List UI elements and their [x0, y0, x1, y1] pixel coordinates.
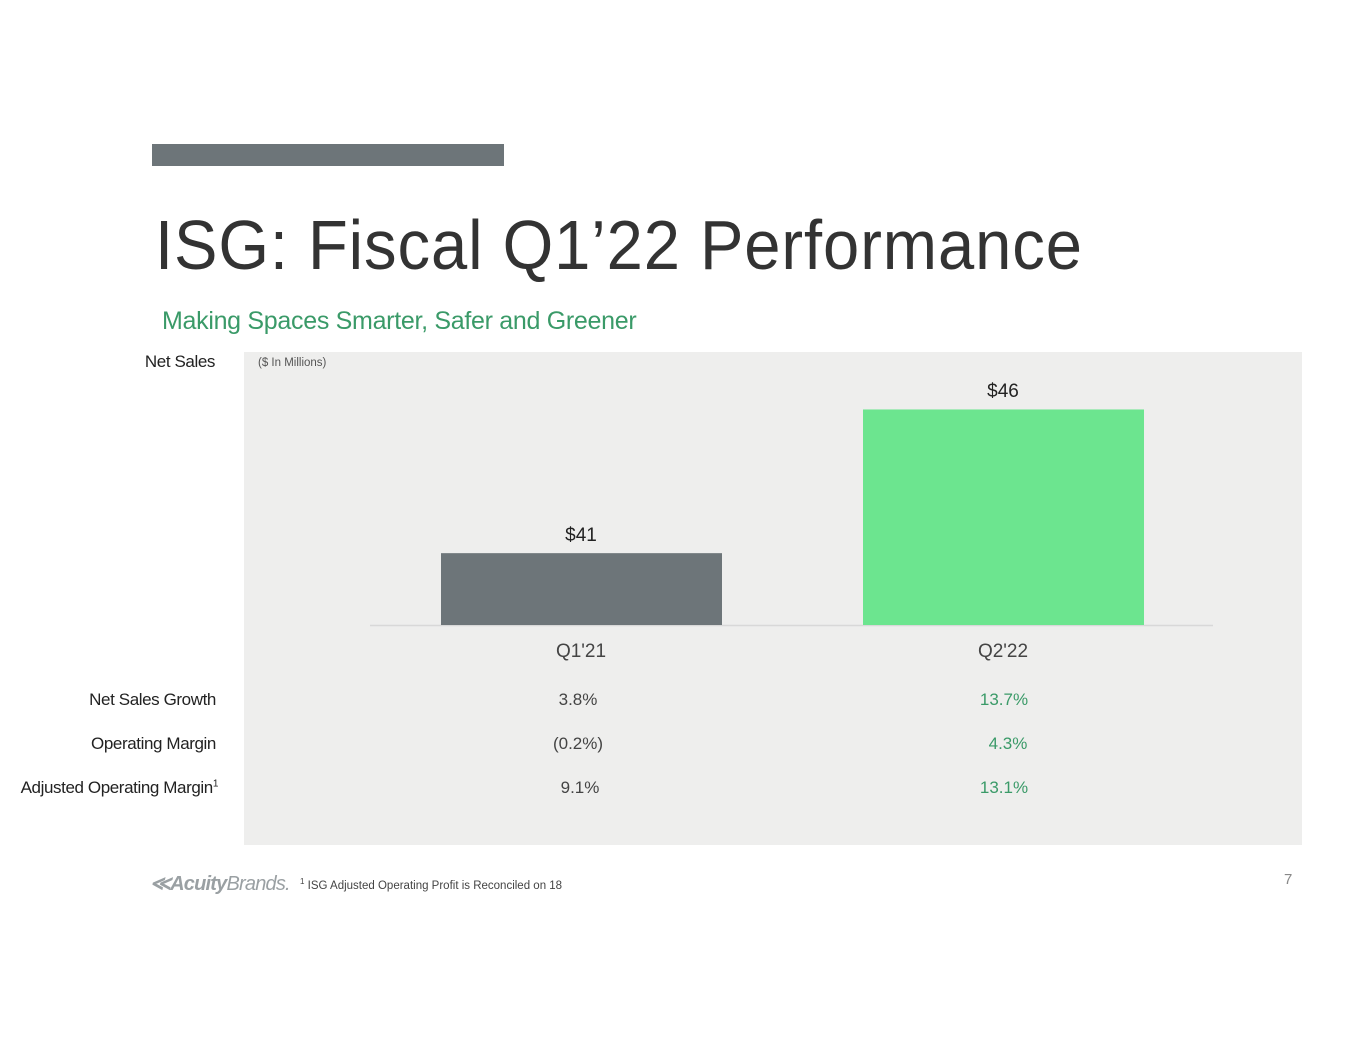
op-margin-q1-21: (0.2%) [552, 734, 604, 753]
x-tick-q2-22: Q2'22 [977, 641, 1029, 662]
data-label-q1-21: $41 [565, 525, 597, 546]
bar-q1-21 [441, 553, 722, 625]
growth-q1-21: 3.8% [558, 690, 598, 709]
page-title: ISG: Fiscal Q1’22 Performance [155, 206, 1083, 284]
label-adjusted-operating-margin: Adjusted Operating Margin1 [20, 778, 219, 797]
label-net-sales-growth: Net Sales Growth [89, 690, 216, 709]
acuity-brands-logo: ≪AcuityBrands. [150, 873, 291, 895]
x-tick-q1-21: Q1'21 [555, 641, 607, 662]
title-accent-bar [152, 144, 504, 166]
label-net-sales: Net Sales [144, 352, 216, 371]
adj-op-margin-q2-22: 13.1% [979, 778, 1029, 797]
label-operating-margin: Operating Margin [91, 734, 216, 753]
bar-q2-22 [863, 409, 1144, 625]
page-number: 7 [1284, 871, 1293, 888]
adj-op-margin-q1-21: 9.1% [560, 778, 600, 797]
footnote: 1 ISG Adjusted Operating Profit is Recon… [300, 877, 563, 892]
page-subtitle: Making Spaces Smarter, Safer and Greener [162, 307, 637, 335]
op-margin-q2-22: 4.3% [988, 734, 1028, 753]
units-note: ($ In Millions) [258, 357, 327, 369]
growth-q2-22: 13.7% [979, 690, 1029, 709]
data-label-q2-22: $46 [987, 381, 1019, 402]
